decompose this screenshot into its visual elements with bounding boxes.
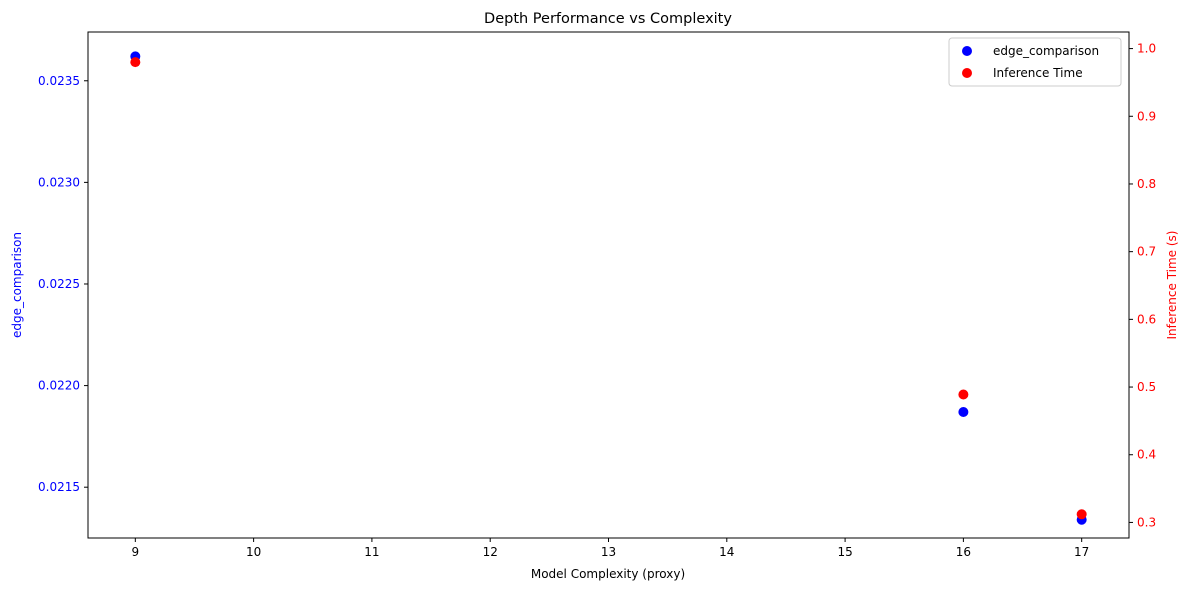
y-right-tick-label: 0.9 <box>1137 109 1156 123</box>
x-tick-label: 13 <box>601 545 616 559</box>
y-right-tick-label: 0.4 <box>1137 448 1156 462</box>
y-left-axis-title: edge_comparison <box>10 232 24 338</box>
inference-time-point <box>1076 509 1087 520</box>
y-right-tick-label: 1.0 <box>1137 42 1156 56</box>
inference-time-point <box>130 57 141 68</box>
x-tick-label: 11 <box>364 545 379 559</box>
y-left-tick-label: 0.0220 <box>38 379 80 393</box>
y-right-tick-label: 0.5 <box>1137 380 1156 394</box>
legend-marker-inference-time <box>962 68 972 78</box>
x-tick-label: 15 <box>837 545 852 559</box>
x-tick-label: 9 <box>131 545 139 559</box>
inference-time-point <box>958 389 969 400</box>
x-axis-title: Model Complexity (proxy) <box>531 567 685 581</box>
x-tick-label: 10 <box>246 545 261 559</box>
plot-frame <box>87 31 1130 539</box>
y-right-tick-label: 0.3 <box>1137 515 1156 529</box>
legend-label-inference-time: Inference Time <box>993 66 1083 80</box>
points-layer <box>130 51 1087 525</box>
legend-marker-edge-comparison <box>962 46 972 56</box>
y-left-tick-label: 0.0230 <box>38 175 80 189</box>
y-right-tick-label: 0.8 <box>1137 177 1156 191</box>
ticks-layer: 9 10 11 12 13 14 15 16 17 0.0215 0.0220 0.0225 0.023… <box>38 42 1156 559</box>
edge-comparison-point <box>958 407 969 418</box>
x-tick-label: 17 <box>1074 545 1089 559</box>
x-tick-label: 14 <box>719 545 734 559</box>
x-tick-label: 12 <box>483 545 498 559</box>
y-right-axis-title: Inference Time (s) <box>1165 230 1179 339</box>
chart-title: Depth Performance vs Complexity <box>484 11 732 27</box>
legend: edge_comparison Inference Time <box>948 37 1122 87</box>
y-left-tick-label: 0.0225 <box>38 277 80 291</box>
y-right-tick-label: 0.6 <box>1137 312 1156 326</box>
y-right-tick-label: 0.7 <box>1137 245 1156 259</box>
legend-label-edge-comparison: edge_comparison <box>993 44 1099 58</box>
y-left-tick-label: 0.0215 <box>38 480 80 494</box>
x-tick-label: 16 <box>956 545 971 559</box>
y-left-tick-label: 0.0235 <box>38 74 80 88</box>
legend-box <box>948 37 1122 87</box>
